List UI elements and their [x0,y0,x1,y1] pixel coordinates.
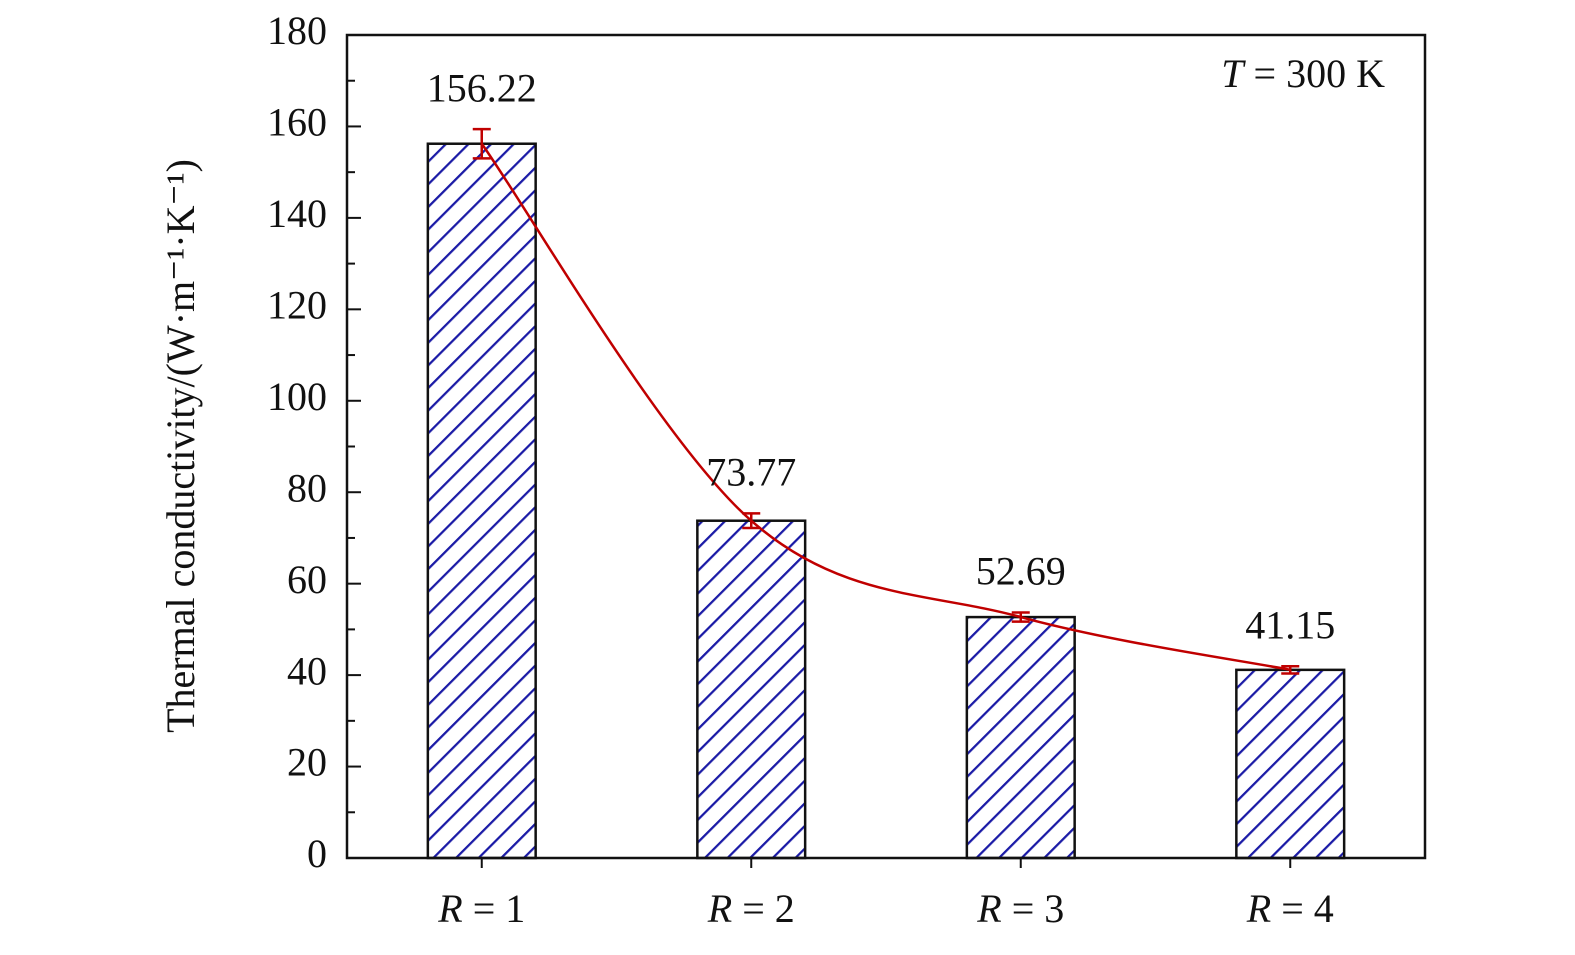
y-tick-label: 100 [267,374,327,419]
bar [965,615,1076,860]
y-tick-label: 180 [267,8,327,53]
y-tick-label: 60 [287,557,327,602]
value-label: 41.15 [1245,602,1335,647]
y-axis-label: Thermal conductivity/(W·m⁻¹·K⁻¹) [158,159,203,733]
error-bar [472,127,491,160]
error-bar [1011,611,1030,623]
bar [1235,668,1346,860]
y-tick-label: 140 [267,191,327,236]
value-label: 73.77 [706,450,796,495]
value-label: 52.69 [976,549,1066,594]
fit-line [480,143,1291,672]
error-bar [1281,664,1300,675]
y-tick-label: 0 [307,831,327,876]
x-tick-label: R = 2 [707,886,795,931]
bar [696,519,807,860]
bar [426,142,537,860]
x-tick-label: R = 3 [976,886,1064,931]
x-tick-label: R = 1 [437,886,525,931]
y-tick-label: 160 [267,100,327,145]
plot-frame [345,33,1427,860]
y-tick-label: 80 [287,465,327,510]
value-label: 156.22 [427,65,537,110]
y-tick-label: 20 [287,740,327,785]
error-bar [742,512,761,530]
y-tick-label: 120 [267,283,327,328]
x-tick-label: R = 4 [1246,886,1334,931]
y-tick-label: 40 [287,648,327,693]
annotation: T = 300 K [1221,51,1385,96]
